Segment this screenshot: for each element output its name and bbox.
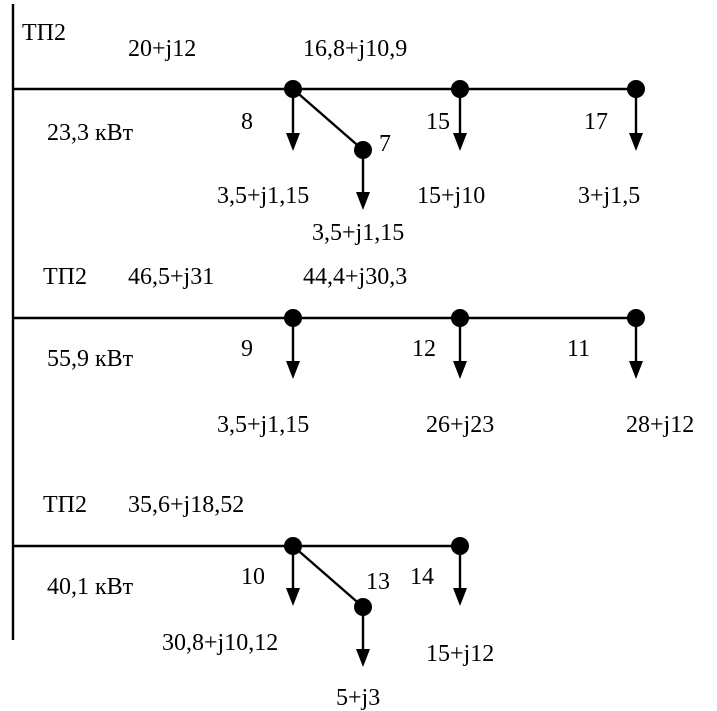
node-15-label: 15: [426, 109, 450, 135]
node-14-label: 14: [410, 564, 434, 590]
node-7-load-arrow: [356, 192, 370, 210]
node-14-load-arrow: [453, 588, 467, 606]
node-9-load-label: 3,5+j1,15: [217, 412, 309, 438]
feeder-2-source-label: ТП2: [43, 264, 87, 290]
node-10-load-label: 30,8+j10,12: [162, 630, 278, 656]
node-8-label: 8: [241, 109, 253, 135]
node-7-load-label: 3,5+j1,15: [312, 220, 404, 246]
node-8-load-arrow: [286, 133, 300, 151]
node-8-load-label: 3,5+j1,15: [217, 183, 309, 209]
node-17-load-label: 3+j1,5: [578, 183, 640, 209]
feeder-2-power: 55,9 кВт: [47, 346, 134, 372]
node-10-load-arrow: [286, 588, 300, 606]
node-12-load-label: 26+j23: [426, 412, 494, 438]
node-14-load-label: 15+j12: [426, 641, 494, 667]
node-9-label: 9: [241, 336, 253, 362]
feeder-1-segment-load-1: 20+j12: [128, 36, 196, 62]
node-15-load-arrow: [453, 133, 467, 151]
feeder-2-segment-load-2: 44,4+j30,3: [303, 264, 407, 290]
feeder-3: ТП2 35,6+j18,52 40,1 кВт 10 30,8+j10,12 …: [13, 492, 494, 711]
node-7-label: 7: [379, 131, 391, 157]
node-12-load-arrow: [453, 361, 467, 379]
feeder-1-power: 23,3 кВт: [47, 120, 134, 146]
node-13-label: 13: [366, 569, 390, 595]
node-15-load-label: 15+j10: [417, 183, 485, 209]
branch-8-7: [292, 88, 364, 151]
node-10-label: 10: [241, 564, 265, 590]
feeder-1-source-label: ТП2: [22, 20, 66, 46]
feeder-3-source-label: ТП2: [43, 492, 87, 518]
branch-10-13: [292, 545, 364, 608]
node-11-load-label: 28+j12: [626, 412, 694, 438]
feeder-2: ТП2 46,5+j31 44,4+j30,3 55,9 кВт 9 3,5+j…: [13, 264, 694, 438]
feeder-1-segment-load-2: 16,8+j10,9: [303, 36, 407, 62]
feeder-2-segment-load-1: 46,5+j31: [128, 264, 214, 290]
node-17-label: 17: [584, 109, 608, 135]
node-12-label: 12: [412, 336, 436, 362]
node-9-load-arrow: [286, 361, 300, 379]
node-17-load-arrow: [629, 133, 643, 151]
node-13-load-arrow: [356, 649, 370, 667]
feeder-3-segment-load-1: 35,6+j18,52: [128, 492, 244, 518]
node-13-load-label: 5+j3: [336, 685, 380, 711]
feeder-3-power: 40,1 кВт: [47, 574, 134, 600]
node-11-load-arrow: [629, 361, 643, 379]
feeder-1: ТП2 20+j12 16,8+j10,9 23,3 кВт 8 3,5+j1,…: [13, 20, 645, 246]
node-11-label: 11: [567, 336, 590, 362]
